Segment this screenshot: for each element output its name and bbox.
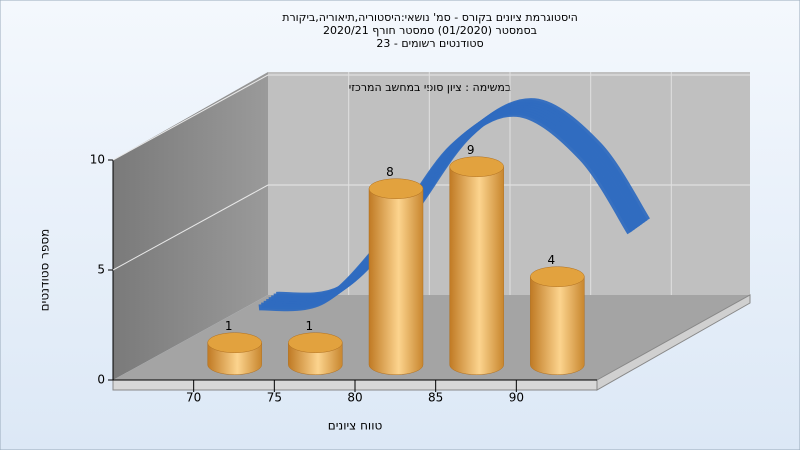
- bar: [449, 166, 504, 375]
- x-tick-label: 70: [186, 391, 201, 405]
- title: היסטוגרמת ציונים בקורס - סמ' נושאי:היסטו…: [282, 11, 578, 50]
- bar-top: [288, 332, 343, 353]
- y-tick-label: 5: [97, 263, 105, 277]
- value-label: 1: [225, 319, 233, 333]
- grid-line: [112, 74, 269, 161]
- x-tick-label: 80: [347, 391, 362, 405]
- annotation: במשימה : ציון סופי במחשב המרכזי: [349, 81, 512, 94]
- bar-top: [449, 156, 504, 177]
- grid-line: [112, 184, 269, 271]
- y-tick-label: 10: [90, 153, 105, 167]
- bar-top: [207, 332, 262, 353]
- title-line: בסמסטר (01/2020) סמסטר חורף 2020/21: [323, 24, 537, 37]
- floor: [113, 295, 750, 380]
- x-axis-label: טווח ציונים: [328, 419, 383, 433]
- bar: [530, 276, 585, 375]
- value-label: 9: [467, 143, 475, 157]
- x-tick-label: 90: [509, 391, 524, 405]
- bar: [368, 188, 424, 375]
- y-axis-label: מספר סטודנטים: [38, 229, 52, 312]
- curve-ribbon: [258, 110, 633, 312]
- value-label: 1: [306, 319, 314, 333]
- value-label: 4: [548, 253, 556, 267]
- y-tick-label: 0: [97, 373, 105, 387]
- left-wall: [113, 72, 268, 380]
- x-tick-label: 85: [428, 391, 443, 405]
- title-line: סטודנטים רשומים - 23: [376, 37, 483, 50]
- bar-top: [530, 266, 585, 287]
- bar-top: [368, 178, 424, 199]
- x-tick-label: 75: [267, 391, 282, 405]
- value-label: 8: [386, 165, 394, 179]
- title-line: היסטוגרמת ציונים בקורס - סמ' נושאי:היסטו…: [282, 11, 578, 24]
